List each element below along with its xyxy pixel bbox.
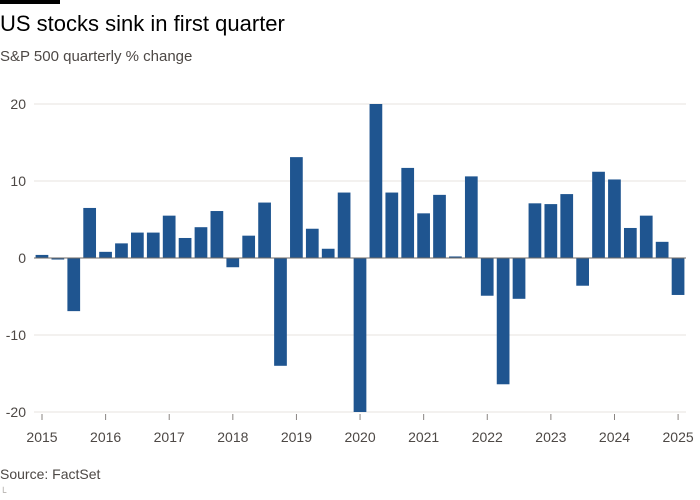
bar: [401, 167, 415, 258]
bar: [433, 194, 446, 258]
bar: [671, 258, 685, 295]
x-tick-label: 2018: [217, 429, 248, 445]
bar: [274, 258, 287, 366]
bar: [258, 202, 271, 258]
bar: [608, 179, 621, 258]
chart-title: US stocks sink in first quarter: [0, 11, 285, 36]
x-tick-label: 2015: [26, 429, 57, 445]
bar: [242, 235, 256, 258]
bar: [51, 258, 65, 260]
bar: [528, 203, 542, 258]
y-tick-label: -10: [6, 327, 26, 343]
y-tick-label: -20: [6, 404, 26, 420]
x-tick-label: 2024: [599, 429, 630, 445]
bar: [337, 192, 351, 258]
bar: [290, 157, 303, 258]
bar: [655, 241, 669, 258]
x-tick-label: 2020: [344, 429, 375, 445]
bar: [623, 227, 637, 258]
bar: [115, 243, 128, 258]
bar: [417, 213, 430, 258]
bar: [83, 207, 97, 258]
bar: [496, 258, 510, 385]
y-tick-label: 0: [18, 250, 26, 266]
bar: [194, 227, 208, 258]
bar: [178, 237, 192, 258]
bar: [162, 215, 176, 258]
x-tick-label: 2019: [281, 429, 312, 445]
bar: [226, 258, 240, 268]
chart-subtitle: S&P 500 quarterly % change: [0, 48, 193, 65]
y-tick-label: 20: [10, 96, 26, 112]
bar: [353, 258, 367, 412]
bar: [131, 232, 144, 258]
x-tick-label: 2025: [663, 429, 694, 445]
bar: [464, 176, 478, 258]
bar: [35, 254, 49, 258]
bar: [321, 248, 335, 258]
x-tick-label: 2016: [90, 429, 121, 445]
bar: [560, 194, 574, 258]
bar: [592, 171, 605, 258]
bar: [369, 104, 383, 258]
y-tick-label: 10: [10, 173, 26, 189]
bar: [480, 258, 494, 296]
x-tick-label: 2021: [408, 429, 439, 445]
corner-mark: └: [0, 487, 7, 497]
bar: [449, 256, 462, 258]
x-tick-label: 2023: [535, 429, 566, 445]
x-tick-label: 2022: [472, 429, 503, 445]
bar: [210, 211, 224, 258]
bar: [639, 215, 653, 258]
header-rule: [0, 0, 60, 4]
bar: [99, 251, 112, 258]
x-tick-label: 2017: [154, 429, 185, 445]
bar: [67, 258, 81, 312]
bar: [544, 204, 558, 258]
bar: [512, 258, 526, 299]
bar: [385, 192, 399, 258]
bar: [576, 258, 589, 286]
bar: [305, 228, 319, 258]
source-note: Source: FactSet: [0, 466, 101, 482]
bar: [146, 232, 160, 258]
